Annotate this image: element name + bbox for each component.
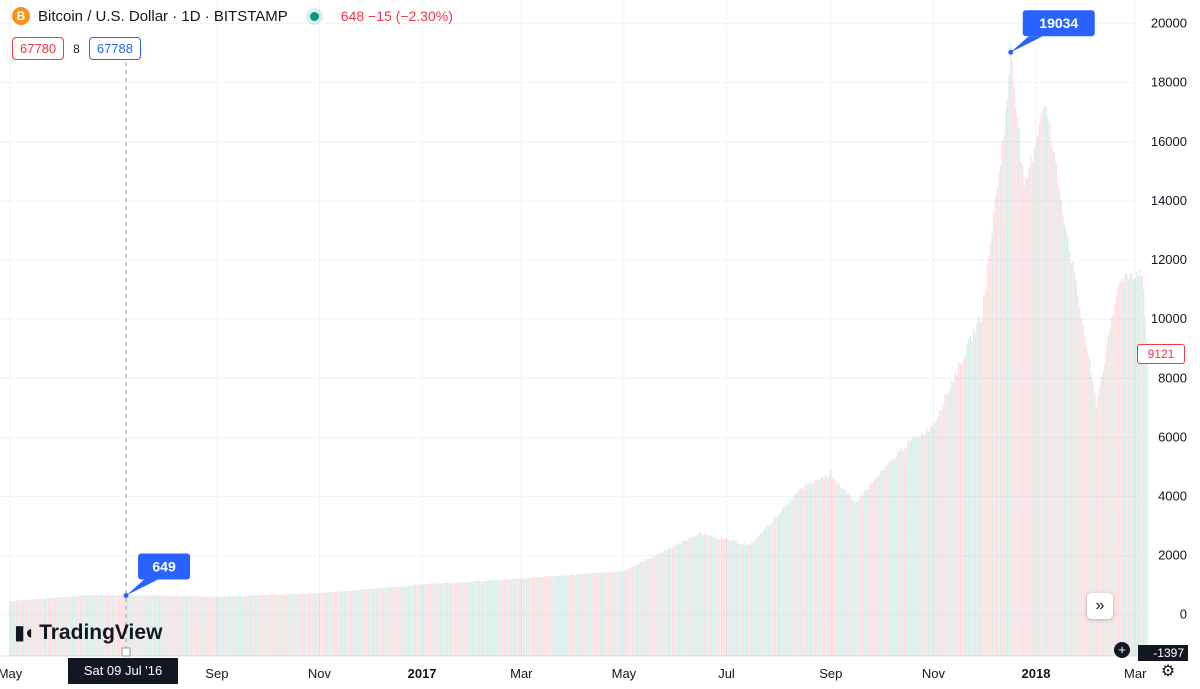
callout-label: 19034 [1039,15,1078,31]
x-tick-label: Jul [718,666,735,681]
x-tick-label: Sep [205,666,228,681]
y-tick-label: 8000 [1158,370,1187,385]
spread-value: 8 [73,41,80,56]
crosshair-handle [121,647,131,657]
chart-grid [0,0,1137,657]
crosshair-date-label: Sat 09 Jul '16 [68,658,178,684]
y-tick-label: 14000 [1151,193,1187,208]
bitcoin-icon: B [12,7,30,25]
y-tick-label: 10000 [1151,311,1187,326]
last-price-label: 9121 [1137,344,1185,364]
y-tick-label: 0 [1180,607,1187,622]
callout-pointer [1010,36,1043,53]
y-tick-label: 4000 [1158,488,1187,503]
price-axis[interactable]: 0 2000 4000 6000 8000 10000 12000 14000 16000 180… [1151,16,1187,622]
y-tick-label: 16000 [1151,134,1187,149]
buy-button[interactable]: 67788 [88,37,141,60]
x-tick-label: 2017 [408,666,437,681]
axis-low-label: -1397 [1138,645,1188,661]
crosshair-line [121,38,131,657]
x-tick-label: Mar [1124,666,1147,681]
y-tick-label: 12000 [1151,252,1187,267]
symbol-title[interactable]: Bitcoin / U.S. Dollar · 1D · BITSTAMP [38,7,288,25]
y-tick-label: 2000 [1158,548,1187,563]
bid-ask-panel: 67780 8 67788 [12,37,141,60]
add-alert-icon[interactable]: + [1114,642,1130,658]
x-tick-label: Sep [819,666,842,681]
callout-box [138,553,191,580]
market-open-dot-icon [309,11,319,21]
callout-pointer [126,579,159,596]
price-callouts: 19034 649 [123,10,1095,599]
x-tick-label: May [612,666,637,681]
tradingview-mark-icon: ▮◖ [14,622,35,644]
y-tick-label: 20000 [1151,16,1187,31]
tradingview-logo[interactable]: ▮◖ TradingView [14,620,162,645]
price-bars [9,43,1148,656]
x-tick-label: May [0,666,23,681]
x-tick-label: 2018 [1022,666,1051,681]
callout-label: 649 [152,559,176,575]
x-tick-label: Mar [510,666,533,681]
time-axis[interactable]: May Sep Nov 2017 Mar May Jul Sep Nov 2018 Mar [0,666,1147,681]
symbol-header[interactable]: B Bitcoin / U.S. Dollar · 1D · BITSTAMP … [12,7,453,25]
logo-text: TradingView [39,620,163,644]
y-tick-label: 6000 [1158,429,1187,444]
y-tick-label: 18000 [1151,75,1187,90]
x-tick-label: Nov [308,666,332,681]
scroll-to-realtime-button[interactable]: » [1087,593,1113,619]
sell-button[interactable]: 67780 [12,37,65,60]
x-tick-label: Nov [922,666,946,681]
price-change: 648 −15 (−2.30%) [340,8,453,24]
callout-box [1022,10,1095,37]
gear-icon[interactable]: ⚙ [1160,663,1176,680]
